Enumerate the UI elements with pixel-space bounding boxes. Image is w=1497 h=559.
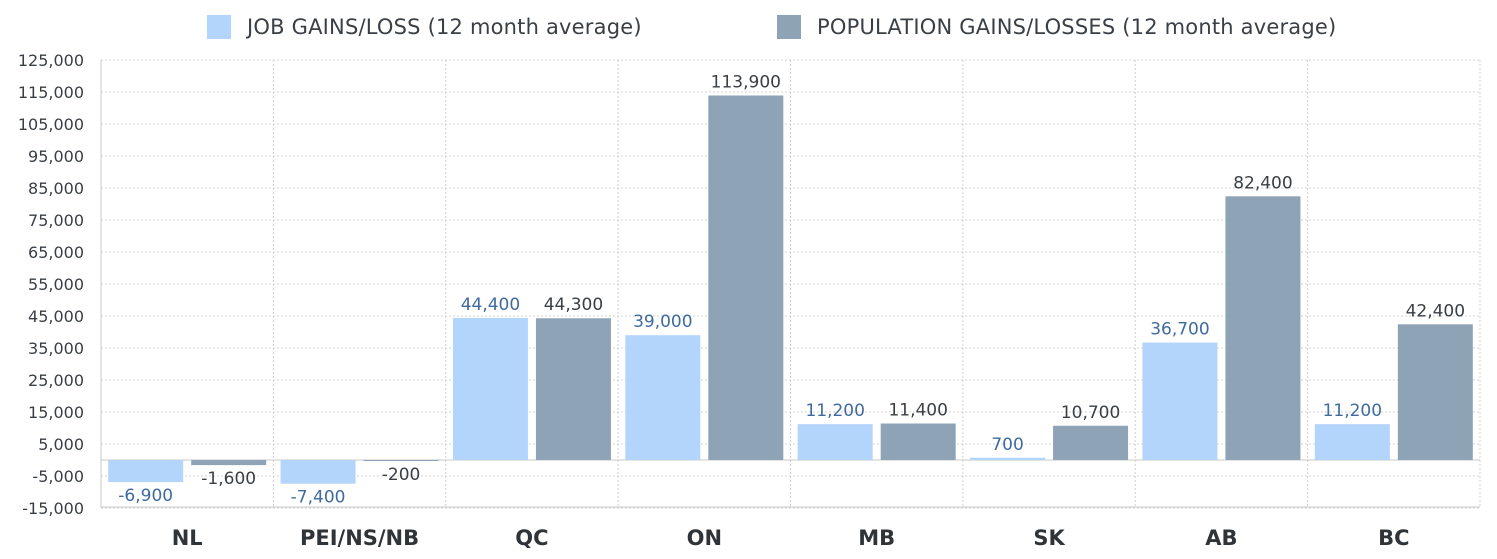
y-tick-label: 125,000 (18, 51, 84, 70)
x-tick-label: NL (172, 526, 203, 550)
x-tick-label: PEI/NS/NB (300, 526, 419, 550)
y-tick-label: 115,000 (18, 83, 84, 102)
x-tick-label: BC (1378, 526, 1409, 550)
bar-population-gains (708, 95, 784, 461)
data-label: 44,300 (544, 295, 603, 315)
bar-population-gains (1225, 196, 1301, 460)
y-tick-label: 45,000 (28, 307, 84, 326)
y-tick-label: 35,000 (28, 339, 84, 358)
bar-population-gains (363, 460, 439, 461)
data-label: 11,400 (888, 401, 947, 421)
legend-item-population-gains: POPULATION GAINS/LOSSES (12 month averag… (777, 10, 1336, 44)
bar-job-gains (280, 460, 356, 484)
bar-job-gains (797, 424, 873, 460)
data-label: -200 (382, 465, 421, 485)
legend: JOB GAINS/LOSS (12 month average) POPULA… (0, 10, 1497, 44)
legend-swatch-job-gains (207, 15, 231, 39)
x-tick-label: QC (515, 526, 548, 550)
x-tick-label: MB (858, 526, 895, 550)
y-tick-label: 105,000 (18, 115, 84, 134)
bar-job-gains (1314, 424, 1390, 460)
data-label: 39,000 (633, 312, 692, 332)
bar-population-gains (1397, 324, 1473, 460)
legend-swatch-population-gains (777, 15, 801, 39)
data-label: 11,200 (1323, 401, 1382, 421)
y-tick-label: 65,000 (28, 243, 84, 262)
y-tick-label: 75,000 (28, 211, 84, 230)
bar-population-gains (1053, 425, 1129, 460)
data-label: 36,700 (1150, 320, 1209, 340)
bar-job-gains (625, 335, 701, 460)
data-label: -1,600 (201, 469, 256, 489)
bar-population-gains (880, 423, 956, 460)
bar-job-gains (108, 460, 184, 483)
y-tick-label: 5,000 (38, 435, 84, 454)
data-label: -6,900 (118, 486, 173, 506)
bar-population-gains (535, 318, 611, 460)
y-tick-label: 95,000 (28, 147, 84, 166)
data-label: -7,400 (291, 488, 346, 508)
bar-job-gains (970, 457, 1046, 460)
y-tick-label: -15,000 (22, 499, 84, 518)
x-tick-label: SK (1033, 526, 1065, 550)
data-label: 11,200 (805, 401, 864, 421)
y-tick-label: 25,000 (28, 371, 84, 390)
data-label: 44,400 (461, 295, 520, 315)
data-label: 82,400 (1233, 173, 1292, 193)
data-label: 42,400 (1406, 301, 1465, 321)
legend-label-job-gains: JOB GAINS/LOSS (12 month average) (247, 15, 642, 39)
data-label: 10,700 (1061, 403, 1120, 423)
y-tick-label: 55,000 (28, 275, 84, 294)
legend-item-job-gains: JOB GAINS/LOSS (12 month average) (207, 10, 642, 44)
data-label: 700 (991, 435, 1023, 455)
x-tick-label: AB (1205, 526, 1237, 550)
bar-job-gains (452, 317, 528, 460)
y-tick-label: 85,000 (28, 179, 84, 198)
x-tick-label: ON (687, 526, 722, 550)
y-tick-label: 15,000 (28, 403, 84, 422)
data-label: 113,900 (711, 73, 781, 93)
legend-label-population-gains: POPULATION GAINS/LOSSES (12 month averag… (817, 15, 1337, 39)
bar-population-gains (191, 460, 267, 466)
y-tick-label: -5,000 (32, 467, 84, 486)
bar-job-gains (1142, 342, 1218, 460)
